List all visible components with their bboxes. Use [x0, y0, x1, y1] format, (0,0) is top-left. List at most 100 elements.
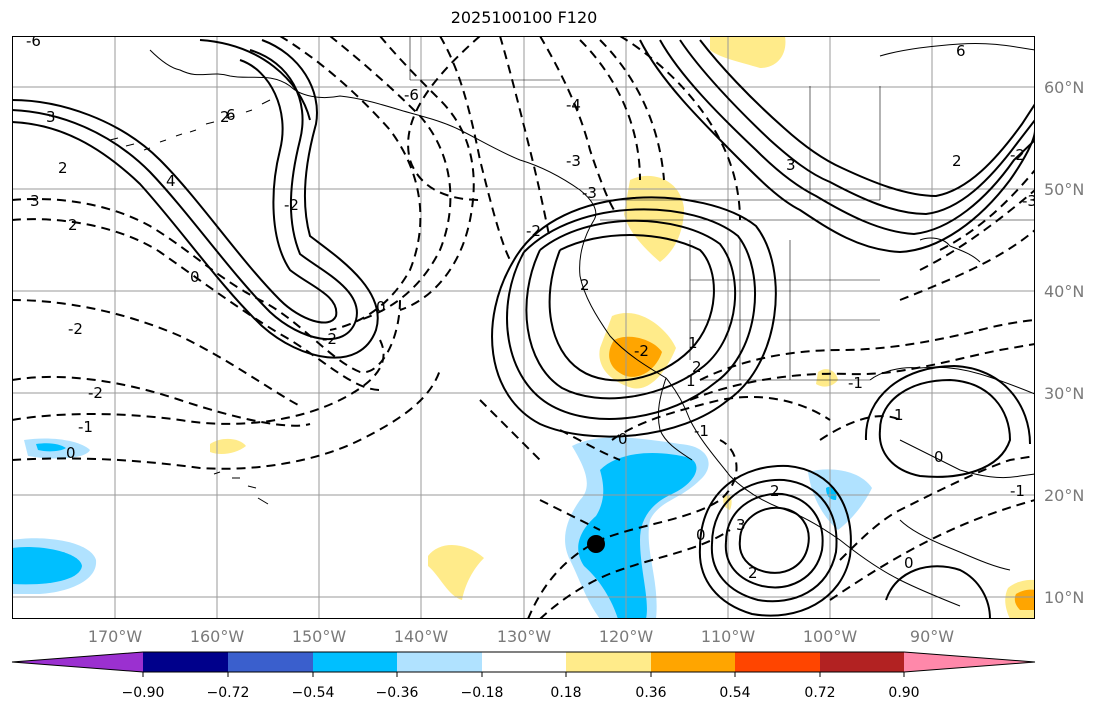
contour-label: -2 — [68, 320, 83, 338]
contour-label: 0 — [376, 298, 386, 316]
contour-label: 0 — [934, 448, 944, 466]
colorbar-segment — [482, 652, 566, 672]
contour-label: 2 — [952, 152, 962, 170]
contour-label: 3 — [30, 192, 40, 210]
colorbar-tick-label: 0.90 — [888, 685, 919, 701]
contour-label: -6 — [404, 86, 419, 104]
contour-label: -3 — [566, 152, 581, 170]
colorbar-segment — [228, 652, 313, 672]
great-lakes — [919, 237, 981, 263]
lon-label: 160°W — [190, 627, 245, 646]
graticule — [12, 36, 1035, 619]
central-america — [899, 519, 1011, 571]
contour-label: -1 — [848, 374, 863, 392]
shade-yellow — [210, 438, 246, 454]
longitude-labels: 170°W 160°W 150°W 140°W 130°W 120°W 110°… — [88, 627, 954, 646]
colorbar-segment — [143, 652, 228, 672]
colorbar-tick-label: 0.54 — [719, 685, 750, 701]
contours-positive — [12, 39, 1035, 619]
lat-label: 30°N — [1044, 384, 1084, 403]
contour-label: -1 — [78, 418, 93, 436]
colorbar-tick-label: 0.72 — [804, 685, 835, 701]
contour-label: 1 — [688, 334, 698, 352]
contour-label: -1 — [694, 422, 709, 440]
contour-label: 2 — [220, 108, 230, 126]
shade-yellow — [710, 36, 786, 68]
contour-label: 0 — [618, 430, 628, 448]
contour-label: 1 — [894, 406, 904, 424]
colorbar-segment — [12, 652, 143, 672]
lon-label: 170°W — [88, 627, 143, 646]
coastlines — [109, 42, 1035, 607]
shade-yellow — [816, 369, 838, 387]
lat-label: 50°N — [1044, 180, 1084, 199]
shade-blue — [36, 443, 66, 452]
lat-label: 20°N — [1044, 486, 1084, 505]
map-title: 2025100100 F120 — [450, 8, 598, 27]
gulf-of-mexico — [869, 366, 1035, 479]
hawaii-islands — [213, 471, 269, 505]
contours-negative — [12, 36, 1035, 619]
colorbar-segment — [313, 652, 397, 672]
contour-label: -3 — [1022, 192, 1037, 210]
contour-label: -3 — [582, 184, 597, 202]
contour-label: -2 — [88, 384, 103, 402]
contour-label: 2 — [68, 216, 78, 234]
lon-label: 130°W — [497, 627, 552, 646]
colorbar-segment — [820, 652, 904, 672]
storm-center-marker — [587, 535, 605, 553]
contour-label: 2 — [580, 276, 590, 294]
political-borders — [409, 36, 1035, 381]
lon-label: 100°W — [803, 627, 858, 646]
lon-label: 120°W — [599, 627, 654, 646]
lon-label: 150°W — [292, 627, 347, 646]
contour-label: -2 — [634, 342, 649, 360]
colorbar-segment — [735, 652, 820, 672]
colorbar-tick-label: −0.54 — [292, 685, 335, 701]
shade-blue — [12, 546, 82, 585]
contour-label: -4 — [566, 96, 581, 114]
contour-label: 1 — [686, 372, 696, 390]
contour-label: -2 — [1010, 146, 1025, 164]
west-coast — [579, 219, 961, 607]
alaska-coast — [149, 49, 597, 221]
shade-light-blue — [808, 469, 872, 530]
colorbar-tick-label: 0.18 — [550, 685, 581, 701]
contour-label: 2 — [770, 482, 780, 500]
colorbar-tick-label: −0.36 — [376, 685, 419, 701]
hudson-bay — [879, 42, 1035, 57]
contour-label: 3 — [46, 108, 56, 126]
baja-peninsula — [657, 377, 693, 461]
colorbar-segment — [397, 652, 482, 672]
contour-label: 2 — [58, 159, 68, 177]
colorbar: −0.90 −0.72 −0.54 −0.36 −0.18 0.18 0.36 … — [11, 651, 1036, 701]
lat-label: 10°N — [1044, 588, 1084, 607]
contour-label: 0 — [696, 526, 706, 544]
lon-label: 110°W — [701, 627, 756, 646]
contour-label: 6 — [956, 42, 966, 60]
shade-orange — [1014, 589, 1035, 610]
shade-yellow — [428, 544, 484, 600]
lon-label: 140°W — [394, 627, 449, 646]
contour-label: -2 — [322, 330, 337, 348]
contour-label: -1 — [1010, 482, 1025, 500]
lon-label: 90°W — [910, 627, 954, 646]
lat-label: 40°N — [1044, 282, 1084, 301]
colorbar-tick-label: 0.36 — [635, 685, 666, 701]
contour-label: 6 — [226, 106, 236, 124]
contour-label: 3 — [786, 156, 796, 174]
contour-label: 0 — [66, 444, 76, 462]
contour-label: -6 — [26, 32, 41, 50]
contour-label: 2 — [692, 358, 702, 376]
colorbar-tick-label: −0.18 — [461, 685, 504, 701]
colorbar-tick-label: −0.90 — [122, 685, 165, 701]
lat-label: 60°N — [1044, 78, 1084, 97]
colorbar-segment — [566, 652, 651, 672]
contour-label: -2 — [526, 222, 541, 240]
latitude-labels: 60°N 50°N 40°N 30°N 20°N 10°N — [1044, 78, 1084, 607]
contour-label: 0 — [904, 554, 914, 572]
contour-labels: 3 2 4 3 2 0 -2 -2 -2 -1 0 -2 2 -6 -4 -3 … — [26, 32, 1037, 582]
contour-label: 2 — [748, 564, 758, 582]
contour-label: 4 — [166, 172, 176, 190]
